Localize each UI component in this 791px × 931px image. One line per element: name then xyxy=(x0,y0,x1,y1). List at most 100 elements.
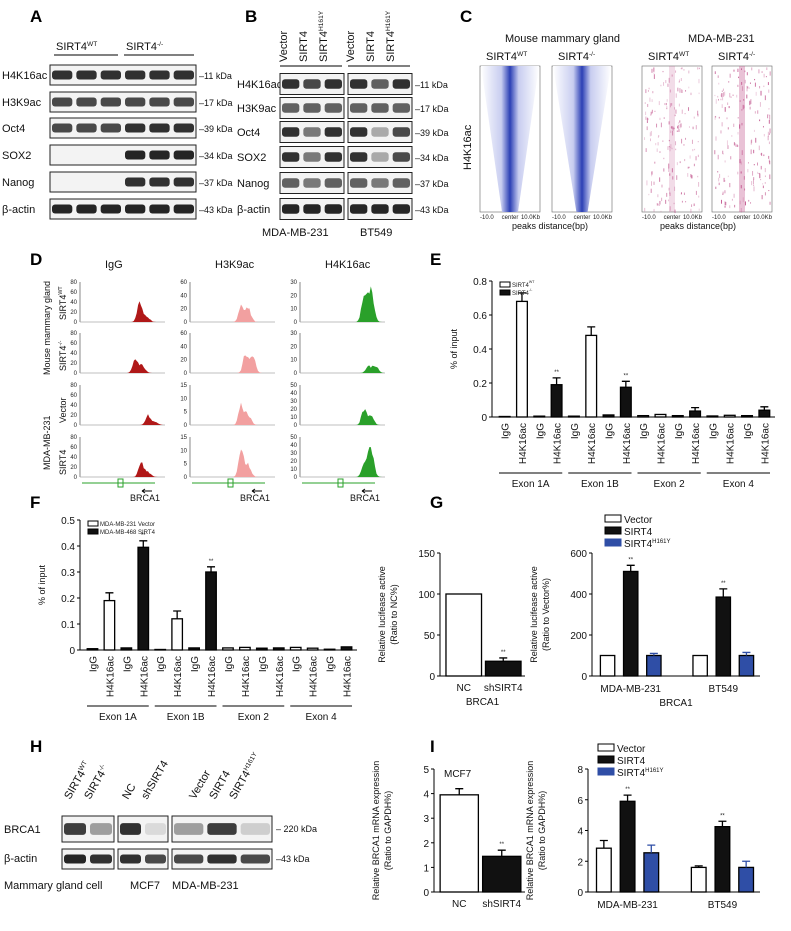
bar-e xyxy=(654,413,667,418)
heatmap-signal xyxy=(678,79,680,83)
legend-label: SIRT4WT xyxy=(512,280,535,289)
blot-band xyxy=(350,79,368,89)
lane-label: SIRT4 xyxy=(365,31,377,62)
heatmap-signal xyxy=(751,181,753,186)
bar-e xyxy=(550,384,563,418)
track-signal-h4k16ac xyxy=(300,286,385,322)
bar-e xyxy=(689,410,702,418)
heatmap-signal xyxy=(764,182,766,184)
heatmap-signal xyxy=(674,107,676,110)
heatmap-signal xyxy=(677,126,679,129)
heatmap-signal xyxy=(726,140,728,146)
blot-a-row xyxy=(49,91,197,113)
heatmap-signal xyxy=(665,102,667,106)
blot-band xyxy=(350,152,368,162)
heatmap-signal xyxy=(653,208,655,212)
x-tick-label: IgG xyxy=(501,423,512,439)
heatmap-signal xyxy=(740,171,742,174)
blot-row-label-5: β-actin xyxy=(237,204,270,216)
y-axis-label: Relative lucifease active xyxy=(377,566,387,663)
blot-band xyxy=(303,204,321,214)
heatmap-signal xyxy=(768,155,770,159)
heatmap-signal xyxy=(769,174,771,180)
y-tick-label: 5 xyxy=(423,765,429,776)
blot-band xyxy=(125,177,146,187)
heatmap-signal xyxy=(762,185,764,189)
lane-label: Vector xyxy=(278,30,290,62)
bar-g2 xyxy=(599,654,616,677)
heatmap-signal xyxy=(723,92,725,97)
cell-line-label: MDA-MB-231 xyxy=(262,227,329,239)
heatmap-signal xyxy=(680,192,682,195)
heatmap-signal xyxy=(720,94,722,97)
track-group-label: Mouse mammary gland xyxy=(42,281,52,375)
blot-row-label-5: β-actin xyxy=(2,204,35,216)
x-tick-label: IgG xyxy=(535,423,546,439)
track-tick: 0 xyxy=(74,320,78,326)
track-tick: 60 xyxy=(70,393,77,399)
heatmap-signal xyxy=(653,74,655,79)
x-tick-label: IgG xyxy=(605,423,616,439)
blot-band xyxy=(173,150,194,160)
error-bar xyxy=(499,657,508,662)
heatmap-signal xyxy=(769,160,771,165)
panel-label-c: C xyxy=(460,7,472,26)
heatmap-signal xyxy=(668,167,670,172)
heatmap-signal xyxy=(741,81,743,85)
blot-band xyxy=(52,97,73,107)
blot-band xyxy=(52,70,73,80)
heatmap-signal xyxy=(658,101,660,106)
direction-arrow-icon xyxy=(361,488,372,494)
heatmap-signal xyxy=(680,192,682,195)
y-tick-label: 0 xyxy=(577,888,583,899)
legend-swatch xyxy=(499,289,511,296)
heatmap-signal xyxy=(661,197,663,202)
heatmap-signal xyxy=(681,67,683,70)
heatmap-signal xyxy=(662,70,664,73)
heatmap-signal xyxy=(718,116,720,119)
heatmap-signal xyxy=(728,106,730,109)
significance-label: ** xyxy=(721,581,726,587)
heatmap-signal xyxy=(688,86,690,89)
heatmap-signal xyxy=(735,143,737,147)
blot-band xyxy=(64,854,86,864)
heatmap-signal xyxy=(760,165,762,170)
legend-label: SIRT4 xyxy=(624,527,653,538)
blot-band xyxy=(90,854,112,864)
error-bar xyxy=(742,651,751,656)
heatmap-signal xyxy=(674,209,676,214)
track-tick: 30 xyxy=(290,451,297,457)
significance-label: ** xyxy=(624,373,629,379)
heatmap-signal xyxy=(746,94,748,99)
heatmap-signal xyxy=(668,139,670,142)
error-bar xyxy=(517,292,526,302)
heatmap-signal xyxy=(760,178,762,181)
heatmap-signal xyxy=(687,166,689,169)
x-tick-label: H4K16ac xyxy=(139,656,150,697)
heatmap-center xyxy=(739,66,745,212)
heatmap-signal xyxy=(768,141,770,145)
heatmap-signal xyxy=(741,109,743,111)
heatmap-signal xyxy=(658,204,660,206)
error-bar xyxy=(173,610,182,619)
heatmap-signal xyxy=(691,139,693,144)
heatmap-signal xyxy=(722,97,724,101)
heatmap-signal xyxy=(724,201,726,206)
y-tick-label: 0 xyxy=(581,672,587,683)
heatmap-signal xyxy=(671,103,673,106)
heatmap-signal xyxy=(645,116,647,120)
heatmap-signal xyxy=(720,98,722,101)
blot-band xyxy=(350,178,368,188)
blot-band xyxy=(76,204,97,214)
x-tick-label: IgG xyxy=(708,423,719,439)
blot-row-label-3: SOX2 xyxy=(237,152,266,164)
heatmap-signal xyxy=(688,107,690,111)
bar-f xyxy=(323,648,336,651)
bar-f xyxy=(222,647,234,651)
y-tick-label: 0 xyxy=(429,672,435,683)
heatmap-signal xyxy=(678,81,680,83)
x-tick-label: H4K16ac xyxy=(726,423,737,464)
bar-f xyxy=(86,648,99,651)
heatmap-signal xyxy=(762,183,764,185)
blot-band xyxy=(149,150,170,160)
